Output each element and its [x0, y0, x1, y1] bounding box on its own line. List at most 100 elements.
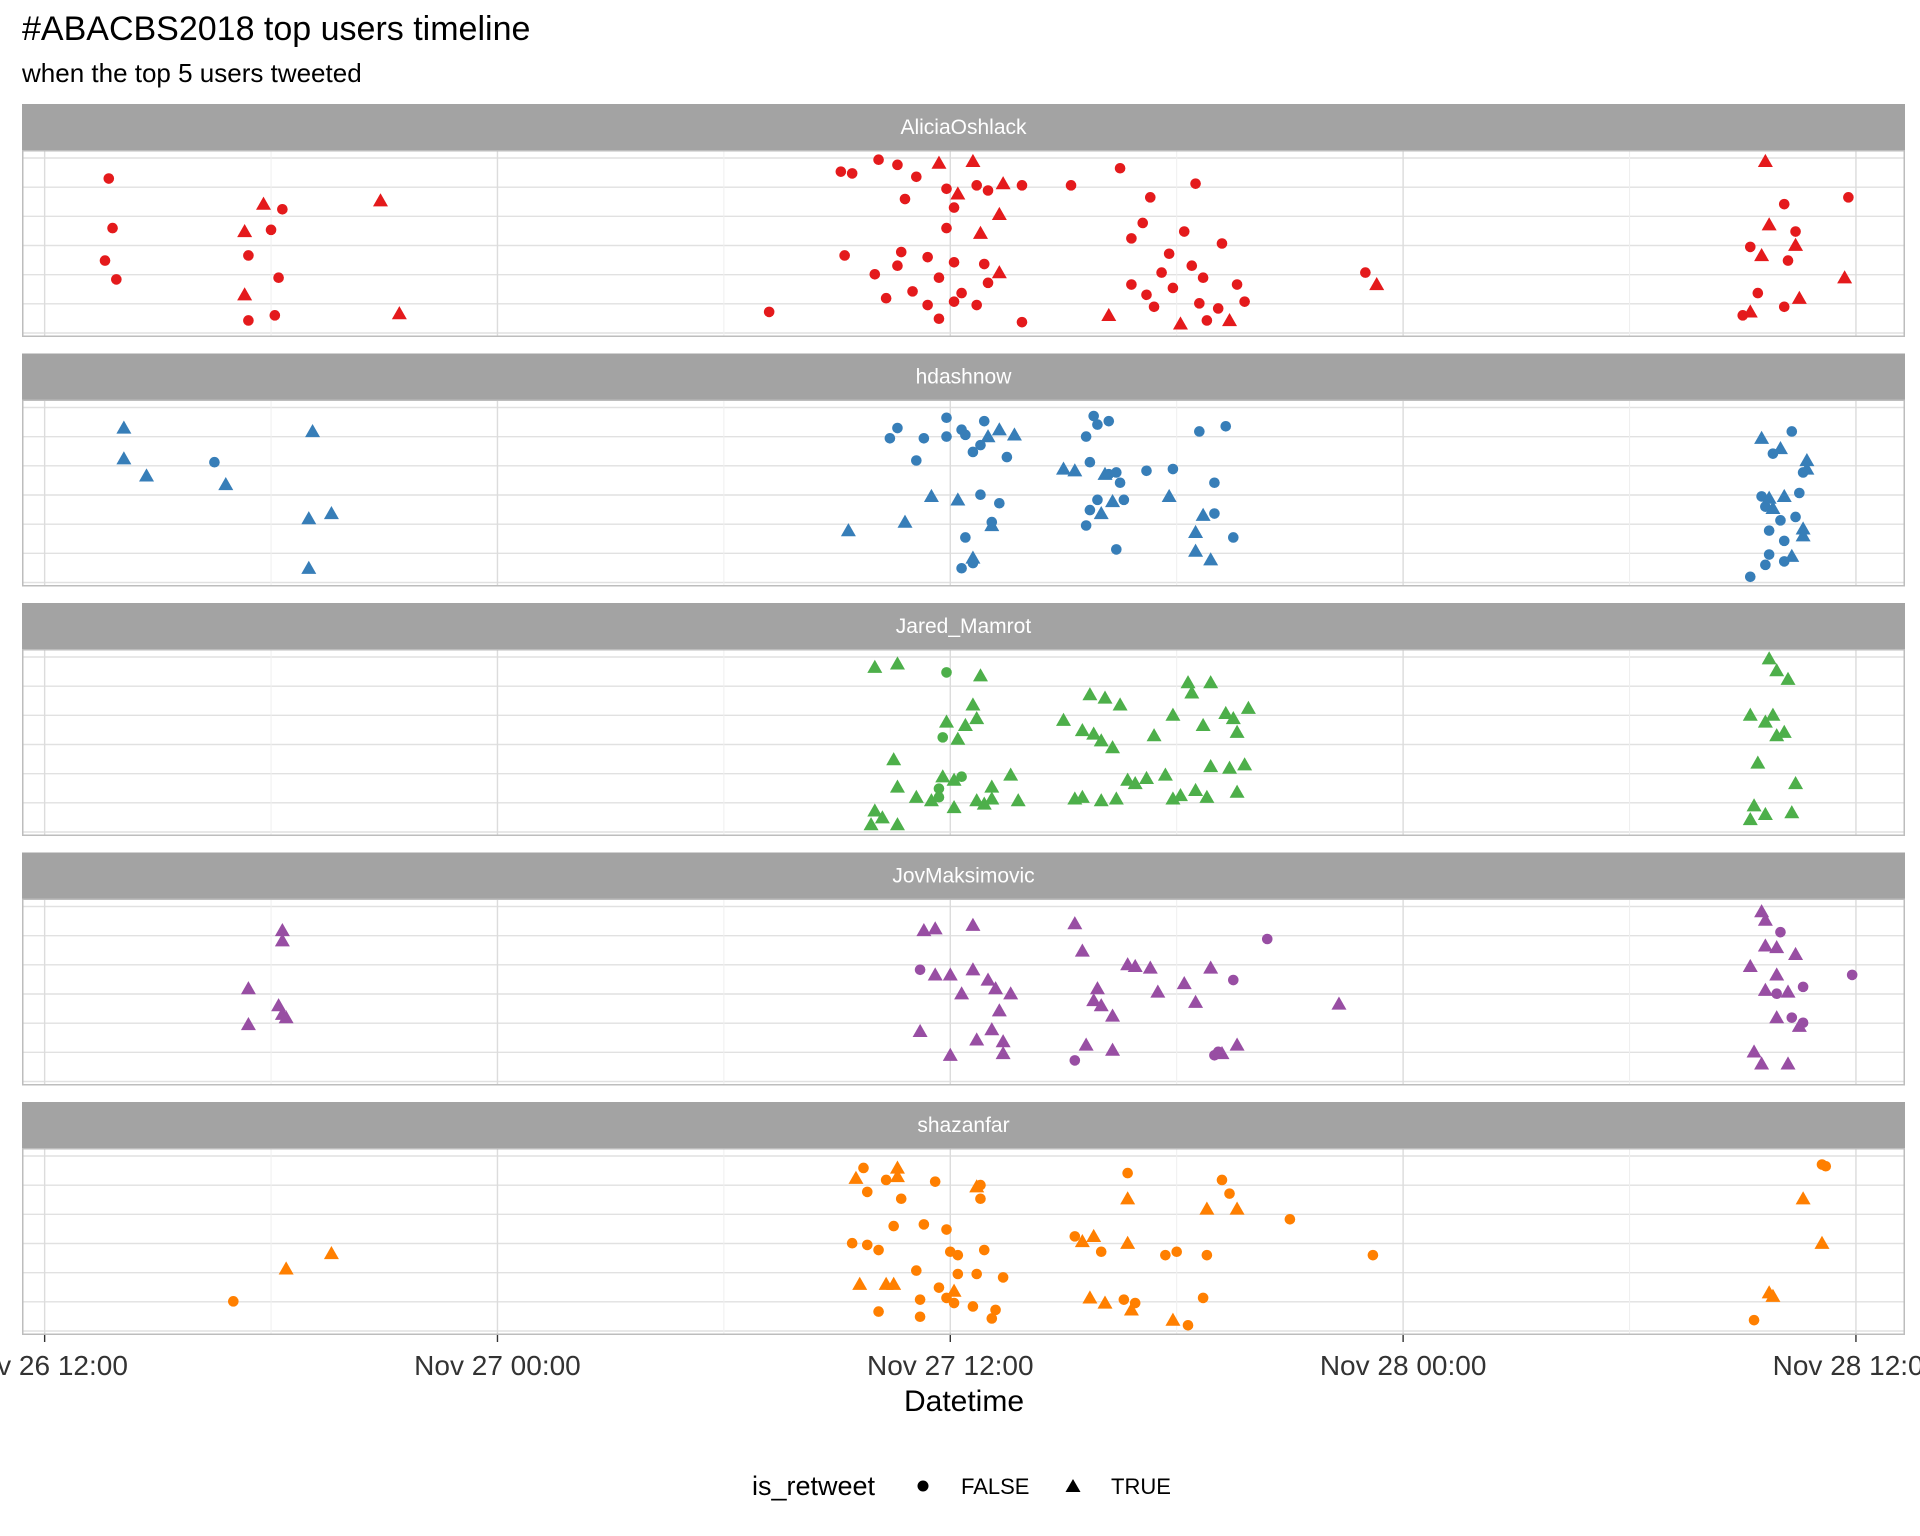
data-point-retweet [946, 799, 962, 814]
data-point-original [914, 1311, 926, 1323]
data-point-original [1846, 969, 1858, 981]
data-point-retweet [240, 981, 256, 995]
facet-strip [22, 353, 1905, 400]
legend-label-false: FALSE [961, 1474, 1029, 1499]
data-point-original [895, 1193, 907, 1205]
data-point-retweet [1120, 1235, 1136, 1249]
x-tick-label: Nov 28 00:00 [1320, 1350, 1487, 1381]
data-point-retweet [139, 468, 155, 482]
chart-title: #ABACBS2018 top users timeline [22, 10, 530, 48]
data-point-original [971, 1268, 983, 1280]
data-point-retweet [116, 420, 132, 434]
data-point-retweet [889, 779, 905, 793]
data-point-retweet [240, 1016, 256, 1031]
data-point-retweet [1240, 700, 1256, 714]
data-point-retweet [1105, 1008, 1121, 1022]
data-point-original [1118, 1294, 1130, 1305]
data-point-retweet [889, 817, 905, 831]
facet-panel-JovMaksimovic: JovMaksimovic [22, 852, 1905, 1086]
data-point-original [922, 299, 933, 311]
data-point-retweet [1222, 760, 1238, 774]
data-point-original [1092, 419, 1103, 430]
data-point-retweet [1799, 461, 1815, 475]
x-tick-label: Nov 27 12:00 [867, 1350, 1034, 1381]
data-point-original [103, 173, 115, 184]
data-point-original [1763, 525, 1775, 536]
data-point-retweet [874, 810, 890, 824]
data-point-original [899, 193, 911, 205]
data-point-retweet [950, 492, 966, 506]
data-point-retweet [1003, 986, 1019, 1000]
facet-panels: AliciaOshlack hdashnow Jared_Mamrot JovMaks… [22, 104, 1905, 1335]
data-point-original [975, 1193, 986, 1205]
data-point-retweet [988, 981, 1004, 995]
data-point-original [1167, 463, 1179, 475]
data-point-original [911, 1265, 922, 1276]
data-point-original [1790, 226, 1801, 237]
data-point-retweet [1788, 946, 1804, 961]
panel-background [22, 150, 1905, 337]
facet-strip-label: AliciaOshlack [900, 116, 1027, 139]
data-point-original [1744, 571, 1756, 583]
data-point-original [1016, 180, 1028, 191]
data-point-retweet [1769, 663, 1785, 677]
data-point-original [873, 154, 884, 166]
data-point-retweet [1757, 938, 1773, 952]
data-point-original [918, 1219, 930, 1230]
data-point-original [956, 424, 967, 436]
data-point-original [986, 516, 998, 528]
data-point-original [1778, 556, 1790, 567]
data-point-retweet [991, 422, 1007, 436]
data-point-original [1228, 532, 1239, 543]
data-point-retweet [372, 193, 388, 207]
data-point-retweet [1222, 312, 1238, 327]
data-point-retweet [889, 656, 905, 670]
data-point-original [1261, 933, 1273, 945]
data-point-original [888, 1220, 899, 1232]
data-point-retweet [1010, 793, 1026, 807]
data-point-retweet [1769, 967, 1785, 981]
data-point-retweet [886, 1276, 902, 1290]
data-point-retweet [301, 560, 317, 574]
data-point-original [265, 224, 277, 236]
data-point-original [1148, 301, 1160, 313]
panel-border [22, 399, 1905, 587]
data-point-original [1186, 260, 1198, 272]
data-point-original [1095, 1246, 1107, 1258]
data-point-original [1760, 559, 1771, 571]
data-point-retweet [1093, 506, 1109, 520]
data-point-original [1786, 1012, 1798, 1023]
data-point-retweet [923, 793, 939, 807]
data-point-retweet [1093, 733, 1109, 747]
data-point-retweet [1769, 1010, 1785, 1024]
data-point-original [941, 1292, 952, 1304]
data-point-retweet [984, 1022, 1000, 1036]
data-point-original [277, 204, 288, 215]
data-point-retweet [995, 1034, 1011, 1048]
data-point-retweet [1791, 1018, 1807, 1032]
data-point-original [228, 1296, 239, 1307]
data-point-retweet [1082, 687, 1098, 701]
data-point-original [929, 1176, 941, 1187]
data-point-original [99, 255, 111, 266]
data-point-retweet [969, 1179, 985, 1193]
data-point-retweet [1172, 316, 1188, 330]
data-point-original [975, 439, 986, 451]
data-point-retweet [1765, 1288, 1781, 1302]
data-point-original [956, 562, 967, 574]
data-point-retweet [1082, 1290, 1098, 1304]
facet-strip-label: Jared_Mamrot [896, 615, 1032, 638]
data-point-retweet [1165, 1312, 1181, 1326]
data-point-original [880, 292, 892, 304]
data-point-retweet [1757, 153, 1773, 168]
data-point-original [869, 268, 881, 280]
data-point-retweet [1199, 1201, 1215, 1215]
x-tick-label: Nov 28 12:00 [1773, 1350, 1920, 1381]
facet-strip-label: hdashnow [916, 366, 1013, 389]
data-point-original [933, 783, 945, 794]
data-point-retweet [957, 717, 973, 732]
data-point-original [1001, 451, 1013, 463]
data-point-retweet [972, 225, 988, 239]
data-point-original [861, 1186, 873, 1198]
data-point-original [1122, 1167, 1133, 1179]
